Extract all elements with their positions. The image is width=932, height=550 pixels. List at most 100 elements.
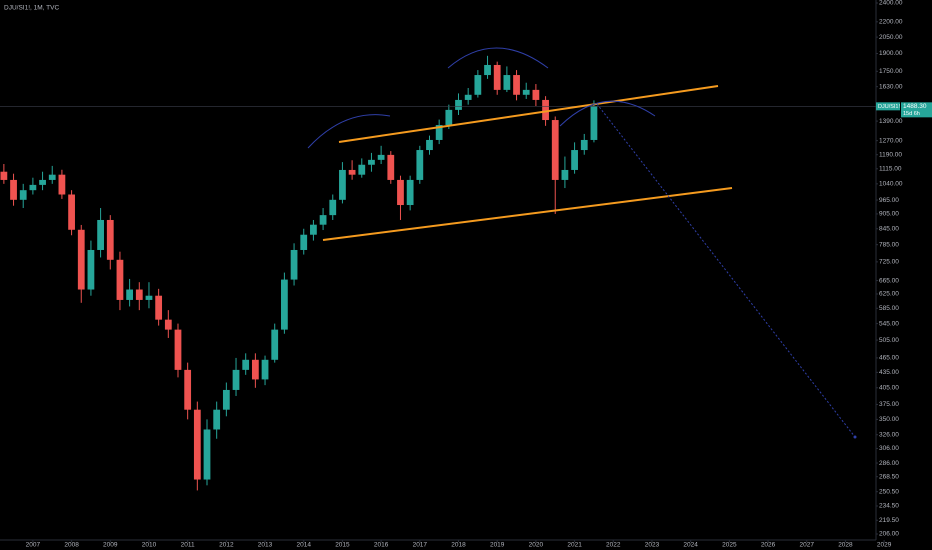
candle-body	[590, 106, 598, 140]
axes: 2400.00 2200.00 2050.00 1900.00 1750.00 1630.…	[26, 0, 932, 549]
y-tick-label: 268.50	[879, 473, 899, 480]
candle-body	[397, 179, 404, 206]
candle-body	[522, 89, 530, 95]
x-tick-label: 2009	[103, 542, 118, 549]
chart-title: DJU/SI1!, 1M, TVC	[4, 5, 59, 12]
candle-body	[29, 184, 37, 191]
x-tick-label: 2022	[606, 542, 621, 549]
y-tick-label: 326.00	[879, 431, 899, 438]
candle-body	[368, 159, 375, 165]
x-tick-label: 2014	[297, 542, 312, 549]
y-tick-label: 1390.00	[879, 118, 903, 125]
candle-body	[474, 75, 482, 95]
x-tick-label: 2013	[258, 542, 273, 549]
candle-body	[493, 64, 501, 90]
candle-body	[464, 94, 472, 100]
x-tick-label: 2020	[529, 542, 544, 549]
y-tick-label: 965.00	[879, 197, 899, 204]
candle-body	[145, 295, 153, 300]
candle-body	[97, 219, 104, 250]
candle-body	[10, 179, 17, 200]
candle-body	[455, 99, 462, 110]
y-tick-label: 845.00	[879, 225, 899, 232]
y-tick-label: 2400.00	[879, 0, 903, 7]
arc-right-shoulder	[559, 100, 656, 127]
last-price-label: 1488.30	[903, 103, 927, 110]
drawings	[307, 47, 857, 439]
y-tick-label: 1270.00	[879, 137, 903, 144]
y-tick-label: 234.50	[879, 503, 899, 510]
candle-body	[77, 229, 85, 290]
y-tick-label: 505.00	[879, 337, 899, 344]
candle-body	[87, 249, 95, 290]
y-tick-label: 375.00	[879, 401, 899, 408]
symbol-tag-bg	[876, 102, 900, 111]
candle-body	[358, 164, 366, 175]
candle-body	[271, 329, 279, 360]
y-tick-label: 2200.00	[879, 19, 903, 26]
x-tick-label: 2028	[838, 542, 853, 549]
candle-body	[222, 389, 230, 410]
candle-body	[416, 150, 424, 180]
y-tick-label: 785.00	[879, 241, 899, 248]
x-tick-label: 2026	[761, 542, 776, 549]
candle-body	[406, 179, 414, 206]
countdown: 15d 6h	[903, 111, 920, 117]
candle-body	[135, 289, 143, 300]
candle-body	[261, 359, 269, 380]
candle-body	[348, 169, 356, 175]
candle-body	[426, 139, 433, 151]
y-tick-label: 405.00	[879, 385, 899, 392]
x-tick-label: 2007	[26, 542, 41, 549]
x-tick-label: 2011	[181, 542, 195, 549]
candle-body	[310, 224, 317, 235]
candle-body	[39, 179, 46, 185]
y-tick-label: 1900.00	[879, 50, 903, 57]
y-tick-label: 435.00	[879, 369, 899, 376]
x-tick-label: 2029	[877, 542, 892, 549]
last-price-bg	[901, 102, 932, 118]
x-tick-label: 2017	[413, 542, 428, 549]
x-tick-label: 2025	[722, 542, 737, 549]
candle-body	[126, 289, 134, 300]
x-tick-label: 2012	[219, 542, 234, 549]
y-tick-label: 1750.00	[879, 68, 903, 75]
candle-body	[281, 279, 288, 330]
x-tick-label: 2008	[64, 542, 79, 549]
candle-body	[184, 369, 192, 410]
candle-body	[232, 369, 240, 390]
arc-head	[447, 47, 549, 69]
x-tick-label: 2010	[142, 542, 157, 549]
candle-body	[339, 169, 346, 200]
y-tick-label: 2050.00	[879, 34, 903, 41]
candle-body	[0, 171, 8, 180]
candle-body	[513, 75, 520, 95]
x-tick-label: 2016	[374, 542, 389, 549]
x-tick-label: 2027	[800, 542, 815, 549]
candle-body	[435, 125, 443, 140]
x-tick-label: 2018	[451, 542, 466, 549]
candle-body	[68, 194, 75, 230]
y-tick-label: 625.00	[879, 291, 899, 298]
y-tick-label: 1115.00	[879, 166, 902, 173]
candle-body	[242, 359, 250, 370]
candle-body	[532, 89, 540, 100]
candle-body	[116, 259, 124, 300]
candle-body	[58, 174, 66, 195]
candle-body	[193, 409, 201, 480]
projection-end	[853, 435, 857, 439]
x-tick-label: 2023	[645, 542, 660, 549]
candle-body	[251, 359, 259, 380]
candle-body	[503, 75, 511, 90]
y-tick-label: 206.00	[879, 531, 899, 538]
candle-body	[213, 409, 221, 430]
arc-left-shoulder	[307, 114, 391, 149]
candle-body	[387, 154, 395, 180]
candle-body	[300, 234, 308, 250]
x-tick-label: 2019	[490, 542, 505, 549]
y-tick-label: 585.00	[879, 305, 899, 312]
x-tick-label: 2021	[567, 542, 582, 549]
candle-body	[164, 319, 172, 330]
candle-body	[290, 249, 298, 280]
